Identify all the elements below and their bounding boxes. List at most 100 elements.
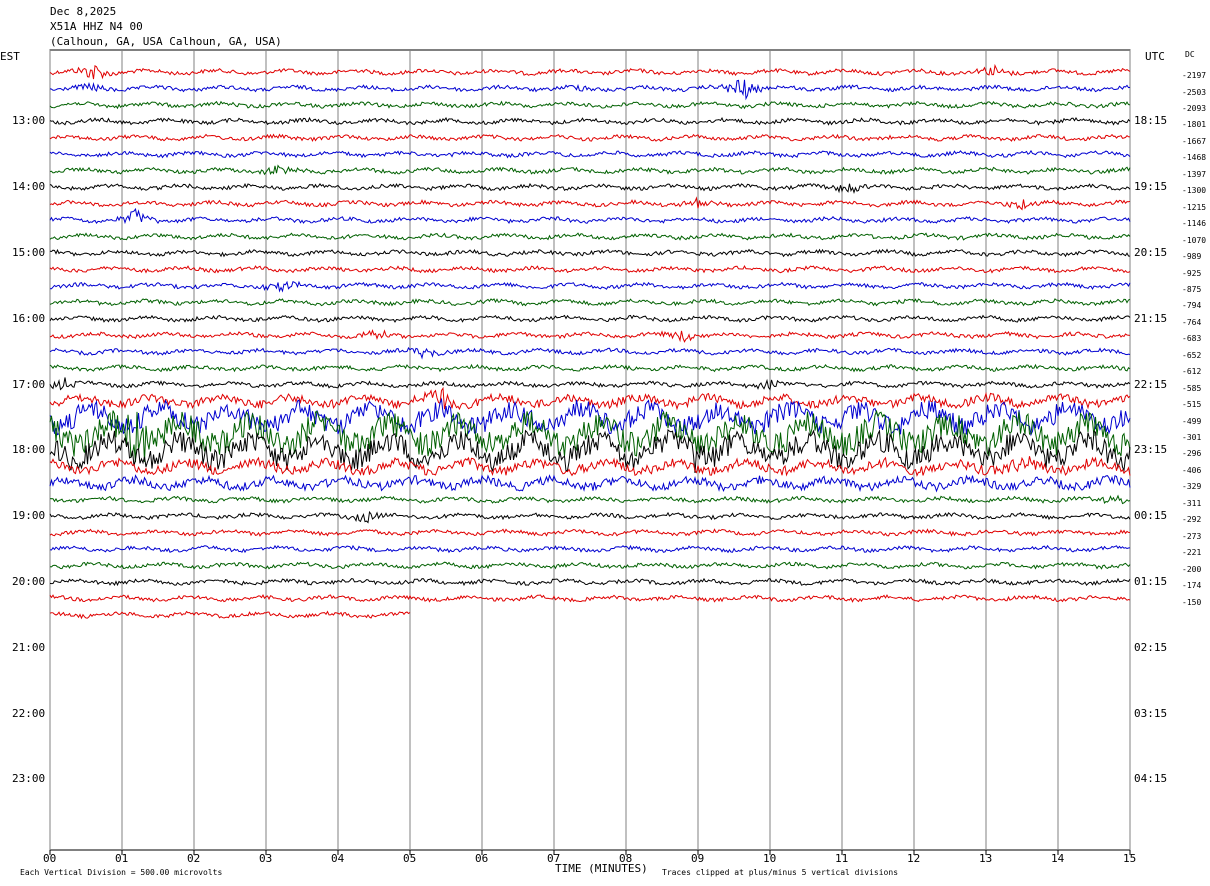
seismic-trace-10 — [49, 232, 1131, 241]
date-label: Dec 8,2025 — [50, 5, 117, 18]
dc-offset-label: -301 — [1182, 433, 1202, 442]
clip-note: Traces clipped at plus/minus 5 vertical … — [662, 868, 899, 877]
dc-offset-label: -683 — [1182, 334, 1202, 344]
dc-offset-label: -1070 — [1182, 235, 1207, 245]
dc-offset-label: -292 — [1182, 515, 1202, 525]
seismic-trace-3 — [49, 116, 1131, 126]
right-hour-label: 19:15 — [1134, 180, 1168, 194]
dc-offset-label: -150 — [1182, 597, 1202, 607]
seismic-trace-9 — [49, 207, 1131, 225]
seismic-trace-23 — [49, 429, 1131, 474]
dc-offset-label: -499 — [1182, 416, 1202, 426]
right-hour-label: 01:15 — [1134, 574, 1168, 588]
right-hour-label: 21:15 — [1134, 311, 1168, 325]
dc-offset-label: -174 — [1182, 581, 1202, 591]
seismic-trace-28 — [49, 528, 1131, 537]
right-timezone-label: UTC — [1145, 50, 1165, 63]
right-hour-label: 23:15 — [1134, 443, 1168, 457]
x-tick-label: 03 — [259, 852, 273, 865]
dc-offset-label: -200 — [1182, 564, 1202, 574]
dc-header-label: DC — [1185, 50, 1195, 59]
dc-offset-label: -406 — [1182, 465, 1202, 475]
seismic-trace-21 — [49, 397, 1131, 437]
dc-offset-label: -296 — [1182, 449, 1202, 459]
x-tick-label: 10 — [763, 852, 777, 865]
dc-offset-label: -221 — [1182, 548, 1202, 558]
scale-note: Each Vertical Division = 500.00 microvol… — [20, 868, 223, 877]
dc-offset-label: -2197 — [1182, 71, 1207, 81]
dc-offset-label: -1468 — [1182, 153, 1207, 163]
x-tick-label: 15 — [1123, 852, 1137, 865]
dc-offset-label: -585 — [1182, 383, 1202, 393]
left-hour-label: 18:00 — [12, 443, 46, 457]
seismic-trace-partial — [49, 610, 411, 620]
x-tick-label: 09 — [691, 852, 705, 865]
seismic-trace-0 — [49, 63, 1131, 80]
dc-offset-label: -1397 — [1182, 169, 1207, 179]
x-tick-label: 04 — [331, 852, 345, 865]
right-hour-label: 04:15 — [1134, 772, 1168, 786]
right-hour-label: 18:15 — [1134, 114, 1168, 128]
right-hour-label: 22:15 — [1134, 377, 1168, 391]
seismic-trace-29 — [49, 544, 1131, 554]
left-hour-label: 16:00 — [12, 311, 46, 325]
dc-offset-label: -652 — [1182, 350, 1202, 360]
x-axis-title: TIME (MINUTES) — [555, 862, 648, 875]
dc-offset-label: -1215 — [1182, 202, 1207, 212]
seismic-trace-7 — [49, 182, 1131, 195]
x-tick-label: 12 — [907, 852, 921, 865]
seismic-trace-17 — [49, 346, 1131, 360]
right-hour-label: 20:15 — [1134, 245, 1168, 259]
seismic-trace-25 — [49, 474, 1131, 493]
dc-offset-label: -989 — [1182, 252, 1202, 262]
seismic-trace-13 — [50, 280, 1131, 293]
left-hour-label: 23:00 — [12, 772, 46, 786]
seismic-trace-32 — [49, 594, 1131, 603]
dc-offset-label: -311 — [1182, 498, 1202, 508]
right-hour-label: 02:15 — [1134, 640, 1168, 654]
dc-offset-label: -612 — [1182, 367, 1202, 377]
seismic-trace-24 — [49, 456, 1131, 477]
right-hour-label: 03:15 — [1134, 706, 1168, 720]
seismic-trace-5 — [49, 149, 1131, 159]
seismic-trace-16 — [49, 328, 1131, 343]
seismic-trace-4 — [49, 133, 1131, 142]
left-hour-label: 13:00 — [12, 114, 46, 128]
left-hour-label: 22:00 — [12, 706, 46, 720]
x-tick-label: 05 — [403, 852, 417, 865]
x-tick-label: 01 — [115, 852, 129, 865]
station-label: X51A HHZ N4 00 — [50, 20, 143, 33]
seismic-trace-19 — [49, 377, 1131, 391]
seismic-trace-11 — [49, 248, 1131, 258]
right-hour-label: 00:15 — [1134, 509, 1168, 523]
x-tick-label: 02 — [187, 852, 201, 865]
seismic-trace-27 — [49, 510, 1131, 524]
dc-offset-label: -2503 — [1182, 87, 1207, 97]
seismic-trace-15 — [49, 314, 1131, 323]
seismic-trace-20 — [49, 386, 1131, 411]
location-label: (Calhoun, GA, USA Calhoun, GA, USA) — [50, 35, 282, 48]
dc-offset-label: -1300 — [1182, 186, 1207, 196]
left-hour-label: 17:00 — [12, 377, 46, 391]
seismic-trace-14 — [49, 298, 1131, 307]
x-tick-label: 08 — [619, 852, 633, 865]
dc-offset-label: -1667 — [1182, 136, 1207, 146]
dc-offset-label: -925 — [1182, 268, 1202, 278]
left-hour-label: 20:00 — [12, 574, 46, 588]
dc-offset-label: -329 — [1182, 482, 1202, 492]
x-tick-label: 00 — [43, 852, 57, 865]
left-timezone-label: EST — [0, 50, 20, 63]
left-hour-label: 19:00 — [12, 509, 46, 523]
dc-offset-label: -764 — [1182, 317, 1202, 327]
left-hour-label: 15:00 — [12, 245, 46, 259]
x-tick-label: 11 — [835, 852, 849, 865]
dc-offset-label: -515 — [1182, 400, 1202, 410]
seismic-trace-26 — [49, 494, 1131, 505]
seismic-trace-18 — [49, 363, 1131, 373]
x-tick-label: 07 — [547, 852, 561, 865]
dc-offset-label: -273 — [1182, 531, 1202, 541]
dc-offset-label: -794 — [1182, 301, 1202, 311]
x-tick-label: 06 — [475, 852, 489, 865]
seismic-trace-8 — [49, 196, 1131, 211]
